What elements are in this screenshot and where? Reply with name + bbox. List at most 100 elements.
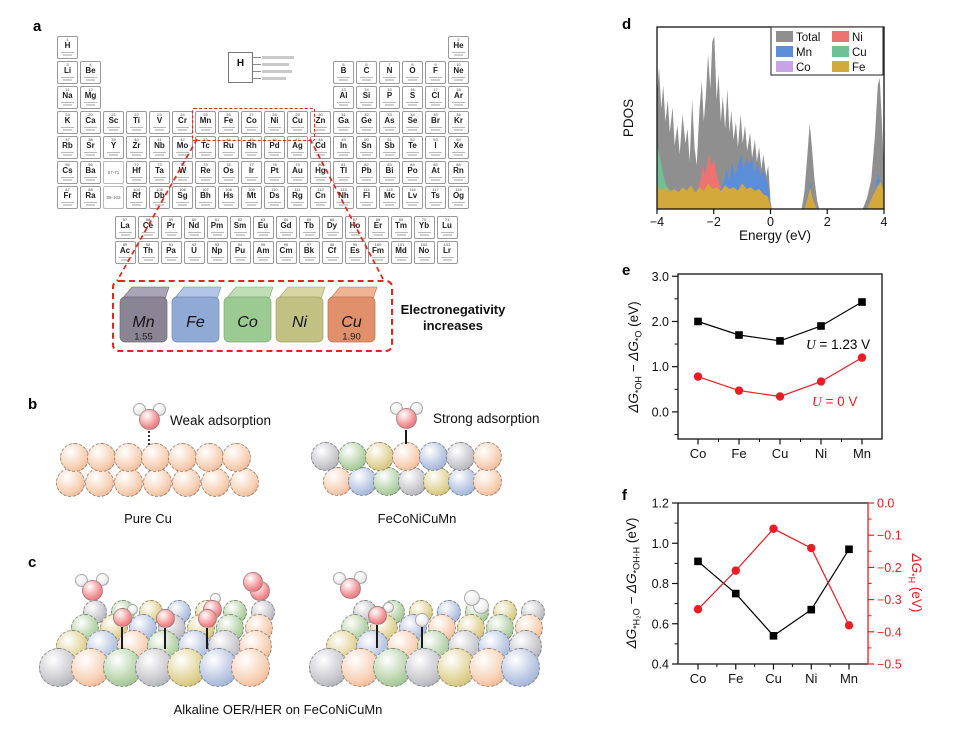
element-cell-Na: 11 Na: [57, 86, 78, 109]
atomic-number: 64: [283, 217, 289, 222]
cube-Ni: Ni: [275, 286, 326, 343]
d-x-tick-label: 2: [824, 215, 831, 229]
element-symbol: Ti: [133, 116, 140, 125]
element-symbol: Er: [373, 221, 383, 230]
atomic-number: 97: [306, 242, 312, 247]
element-cell-Pb: 82 Pb: [356, 161, 377, 184]
atomic-number: 85: [433, 162, 438, 167]
element-cell-Pu: 94 Pu: [229, 241, 251, 264]
element-symbol: Ca: [85, 116, 96, 125]
metal-atom-peach: [229, 467, 259, 497]
legend-label-Cu: Cu: [852, 47, 867, 59]
panel-f-label: f: [622, 487, 627, 504]
atomic-number: 47: [295, 137, 300, 142]
f-right-tick-label: 0.0: [877, 497, 894, 511]
element-cell-Co: 27 Co: [241, 111, 262, 134]
f-left-tick-label: 1.0: [652, 537, 669, 551]
atomic-number: 6: [365, 62, 368, 67]
f-x-tick-label: Co: [690, 671, 707, 686]
u-0-annotation: U = 0 V: [812, 394, 858, 409]
element-symbol: Nh: [338, 191, 349, 200]
element-symbol: Mn: [199, 116, 212, 125]
element-symbol: Mo: [176, 141, 189, 150]
element-cell-Og: 118 Og: [448, 186, 469, 209]
key-leader-line: [253, 57, 261, 58]
element-symbol: Ge: [361, 116, 372, 125]
element-symbol: C: [363, 66, 370, 75]
panel-c-label: c: [28, 554, 37, 571]
element-cell-Se: 34 Se: [402, 111, 423, 134]
element-cell-Rn: 86 Rn: [448, 161, 469, 184]
element-key-card: H: [228, 52, 253, 83]
atomic-number: 45: [249, 137, 254, 142]
square-marker: [807, 605, 816, 614]
element-cell-Nb: 41 Nb: [149, 136, 170, 159]
legend-label-Ni: Ni: [852, 32, 863, 44]
e-ylabel-s1: *OH: [633, 376, 644, 394]
element-symbol: Sr: [86, 141, 95, 150]
weak-adsorption-label: Weak adsorption: [170, 413, 272, 428]
metal-atom-peach: [113, 442, 143, 472]
cube-symbol: Mn: [132, 314, 154, 331]
element-cell-Au: 79 Au: [287, 161, 308, 184]
element-symbol: F: [433, 66, 438, 75]
atomic-number: 8: [411, 62, 414, 67]
atomic-number: 14: [364, 87, 369, 92]
cube-Mn: Mn1.55: [119, 286, 170, 343]
atomic-number: 34: [410, 112, 415, 117]
atomic-number: 26: [226, 112, 231, 117]
element-symbol: Dy: [326, 221, 338, 230]
element-cell-Rf: 104 Rf: [126, 186, 147, 209]
metal-atom-yellow: [364, 441, 394, 471]
element-cell-Ts: 117 Ts: [425, 186, 446, 209]
atomic-number: 55: [65, 162, 70, 167]
element-symbol: Es: [350, 246, 360, 255]
e-y-tick-label: 2.0: [652, 315, 669, 329]
atomic-number: 78: [272, 162, 277, 167]
atomic-number: 22: [134, 112, 139, 117]
square-marker: [845, 545, 853, 554]
atomic-number: 33: [387, 112, 392, 117]
atomic-number: 17: [433, 87, 438, 92]
element-cell-Cf: 98 Cf: [321, 241, 343, 264]
atomic-number: 38: [88, 137, 93, 142]
element-symbol: Sg: [177, 191, 188, 200]
element-cell-La: 57 La: [114, 216, 136, 239]
element-cell-Y: 39 Y: [103, 136, 124, 159]
atomic-number: 11: [65, 87, 70, 92]
legend-swatch-Ni: [832, 31, 849, 42]
metal-atom-gray: [310, 441, 340, 471]
adsorption-bond: [421, 627, 423, 648]
panel-e-label: e: [622, 262, 631, 279]
element-cell-Mc: 115 Mc: [379, 186, 400, 209]
atomic-number: 115: [386, 187, 393, 192]
cube-Cu: Cu1.90: [327, 286, 378, 343]
element-cell-Es: 99 Es: [344, 241, 366, 264]
atomic-number: 25: [203, 112, 208, 117]
element-cell-I: 53 I: [425, 136, 446, 159]
atomic-number: 1: [66, 37, 69, 42]
atomic-number: 43: [203, 137, 208, 142]
oxygen-atom: [367, 605, 387, 625]
element-cell-Sr: 38 Sr: [80, 136, 101, 159]
element-symbol: Ag: [292, 141, 303, 150]
element-symbol: Cm: [279, 246, 293, 255]
circle-marker: [769, 524, 778, 533]
metal-atom-peach: [113, 467, 143, 497]
metal-atom-peach: [171, 467, 201, 497]
element-symbol: Pa: [166, 246, 176, 255]
atomic-number: 19: [65, 112, 70, 117]
element-symbol: Sb: [384, 141, 395, 150]
cube-electronegativity: 1.90: [342, 332, 361, 343]
element-cell-Cs: 55 Cs: [57, 161, 78, 184]
element-cell-Mg: 12 Mg: [80, 86, 101, 109]
f-right-y-axis-label: ΔG*H (eV): [906, 503, 925, 663]
element-symbol: Mt: [246, 191, 257, 200]
element-symbol: Ba: [85, 166, 96, 175]
square-marker: [731, 589, 740, 598]
